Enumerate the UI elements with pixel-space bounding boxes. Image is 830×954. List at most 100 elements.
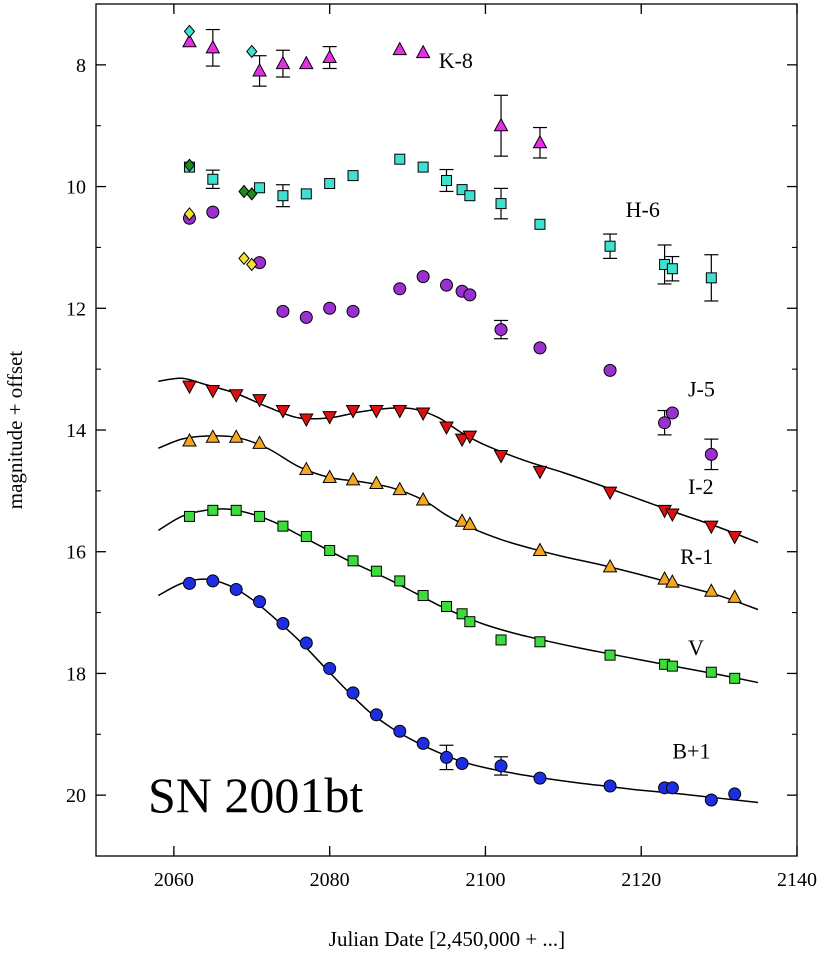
point-k-8-5	[322, 49, 338, 64]
point-h-6-5	[324, 178, 336, 190]
point-j-5-4	[299, 310, 313, 324]
point-h-6-7	[394, 153, 406, 165]
point-r-1-7	[369, 475, 384, 490]
point-r-1-15	[665, 574, 680, 588]
point-extra-7-0	[183, 24, 196, 39]
point-k-8-7	[415, 44, 431, 59]
y-tick-label: 20	[66, 785, 86, 807]
point-v-20	[729, 672, 741, 684]
x-tick-label: 2060	[154, 869, 194, 891]
point-b-1-19	[728, 787, 742, 801]
point-j-5-9	[440, 278, 453, 292]
chart-title: SN 2001bt	[148, 767, 363, 823]
point-i-2-20	[727, 531, 743, 545]
point-r-1-8	[392, 481, 408, 496]
point-r-1-11	[462, 516, 478, 530]
point-j-5-16	[665, 406, 679, 420]
point-r-1-3	[252, 435, 267, 449]
point-j-5-15	[658, 416, 672, 430]
point-h-6-2	[254, 182, 266, 194]
point-r-1-17	[727, 589, 743, 603]
point-v-18	[666, 660, 678, 672]
error-bars	[205, 28, 719, 776]
point-i-2-4	[275, 405, 291, 419]
point-v-8	[370, 565, 382, 577]
x-tick-label: 2120	[621, 869, 661, 891]
point-j-5-8	[416, 270, 430, 284]
point-b-1-3	[253, 595, 267, 609]
point-h-6-8	[417, 161, 429, 173]
point-b-1-15	[603, 779, 617, 793]
point-k-8-9	[532, 134, 548, 149]
y-tick-label: 10	[66, 177, 86, 199]
point-b-1-9	[393, 724, 407, 738]
point-b-1-13	[494, 759, 508, 773]
point-j-5-1	[206, 205, 220, 219]
point-v-15	[534, 636, 546, 648]
point-b-1-18	[704, 793, 718, 807]
axis-ticks: 2060 2080 2100 2120 2140 8 10 12 14 16 18 20	[66, 4, 817, 891]
point-j-5-11	[463, 288, 477, 302]
point-i-2-6	[322, 411, 338, 425]
y-tick-label: 18	[66, 663, 86, 685]
point-b-1-4	[276, 617, 290, 631]
point-i-2-14	[493, 450, 509, 464]
point-v-13	[464, 616, 476, 628]
point-v-5	[300, 531, 312, 542]
point-j-5-13	[533, 341, 547, 355]
data-points	[182, 24, 743, 807]
point-r-1-4	[298, 461, 314, 476]
point-b-1-2	[229, 582, 243, 596]
point-b-1-7	[346, 686, 360, 700]
point-h-6-11	[464, 190, 476, 202]
point-i-2-7	[345, 405, 361, 419]
point-r-1-1	[205, 429, 221, 443]
point-k-8-4	[298, 55, 314, 70]
point-i-2-2	[228, 389, 244, 403]
series-labels: K-8 H-6 J-5 I-2 R-1 V B+1	[439, 48, 715, 764]
point-extra-9-0	[183, 207, 196, 221]
point-r-1-13	[602, 558, 618, 573]
point-extra-8-1	[238, 184, 250, 199]
point-v-3	[254, 510, 266, 522]
point-k-8-2	[252, 62, 267, 77]
point-i-2-19	[703, 520, 719, 535]
fit-curve-i-2	[158, 377, 759, 544]
x-tick-label: 2100	[465, 869, 505, 891]
point-b-1-8	[369, 708, 383, 722]
fit-curves	[157, 377, 759, 804]
point-k-8-3	[275, 55, 291, 70]
point-r-1-2	[228, 429, 244, 443]
point-v-12	[456, 608, 468, 620]
point-i-2-13	[462, 430, 478, 445]
point-i-2-5	[298, 413, 314, 428]
point-v-7	[347, 555, 359, 567]
point-h-6-10	[456, 184, 468, 196]
point-v-6	[324, 544, 336, 556]
point-extra-9-2	[246, 257, 258, 272]
point-h-6-16	[666, 263, 678, 275]
point-h-6-6	[347, 170, 359, 182]
point-extra-8-0	[183, 158, 196, 173]
point-i-2-10	[415, 407, 431, 422]
point-v-2	[230, 504, 242, 516]
series-label-i-2: I-2	[688, 474, 714, 499]
y-axis-title: magnitude + offset	[3, 351, 27, 510]
point-extra-9-1	[238, 251, 250, 266]
y-tick-label: 8	[76, 55, 86, 77]
point-v-19	[705, 666, 717, 678]
series-label-k-8: K-8	[439, 48, 473, 73]
point-j-5-3	[276, 304, 290, 318]
point-h-6-1	[207, 173, 219, 185]
point-r-1-9	[415, 491, 431, 506]
x-tick-label: 2080	[310, 869, 350, 891]
point-k-8-0	[182, 33, 197, 48]
point-b-1-0	[182, 576, 196, 590]
y-tick-label: 12	[66, 298, 86, 320]
x-tick-label: 2140	[777, 869, 817, 891]
point-r-1-16	[703, 583, 719, 597]
point-i-2-16	[602, 486, 618, 501]
point-b-1-5	[299, 636, 313, 650]
point-i-2-15	[532, 465, 548, 480]
